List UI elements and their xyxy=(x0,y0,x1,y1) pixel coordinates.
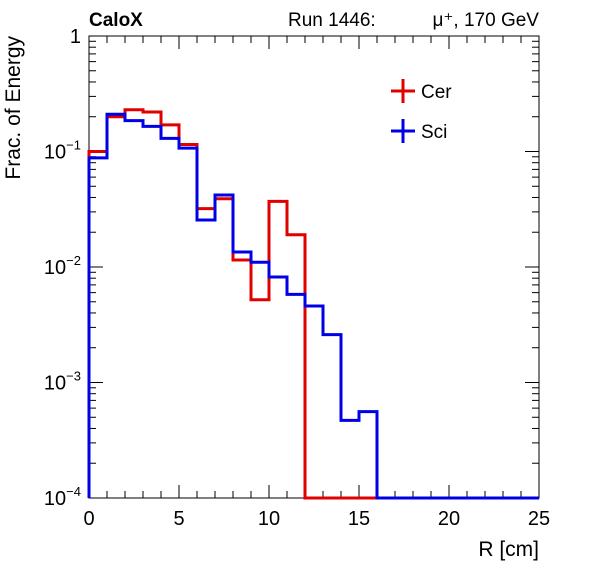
legend: Cer Sci xyxy=(391,79,452,143)
series-line-sci xyxy=(87,112,539,500)
legend-label: Cer xyxy=(421,82,452,103)
x-axis-label: R [cm] xyxy=(478,538,539,561)
run-label: Run 1446: xyxy=(288,10,376,31)
y-tick-label: 1 xyxy=(70,26,81,48)
plot-frame xyxy=(88,35,540,499)
axis-tick-labels: 0 5 10 15 20 25 1 10−1 10−2 10−3 10−4 xyxy=(44,26,550,530)
x-tick-label: 0 xyxy=(83,508,94,530)
legend-item-sci: Sci xyxy=(391,119,447,143)
y-axis-label: Frac. of Energy xyxy=(2,36,25,180)
series-line-cer xyxy=(87,108,539,500)
y-tick-label: 10−2 xyxy=(44,253,81,279)
y-tick-label: 10−3 xyxy=(44,369,81,395)
legend-label: Sci xyxy=(421,122,447,143)
legend-item-cer: Cer xyxy=(391,79,452,103)
axis-ticks xyxy=(88,35,540,499)
x-tick-label: 15 xyxy=(348,508,370,530)
y-tick-label: 10−4 xyxy=(44,484,81,510)
x-tick-label: 5 xyxy=(173,508,184,530)
x-tick-label: 25 xyxy=(528,508,550,530)
y-tick-label: 10−1 xyxy=(44,138,81,164)
experiment-label: CaloX xyxy=(89,10,143,31)
x-tick-label: 10 xyxy=(258,508,280,530)
series-lines xyxy=(87,108,539,500)
x-tick-label: 20 xyxy=(438,508,460,530)
beam-label: μ⁺, 170 GeV xyxy=(432,10,539,31)
